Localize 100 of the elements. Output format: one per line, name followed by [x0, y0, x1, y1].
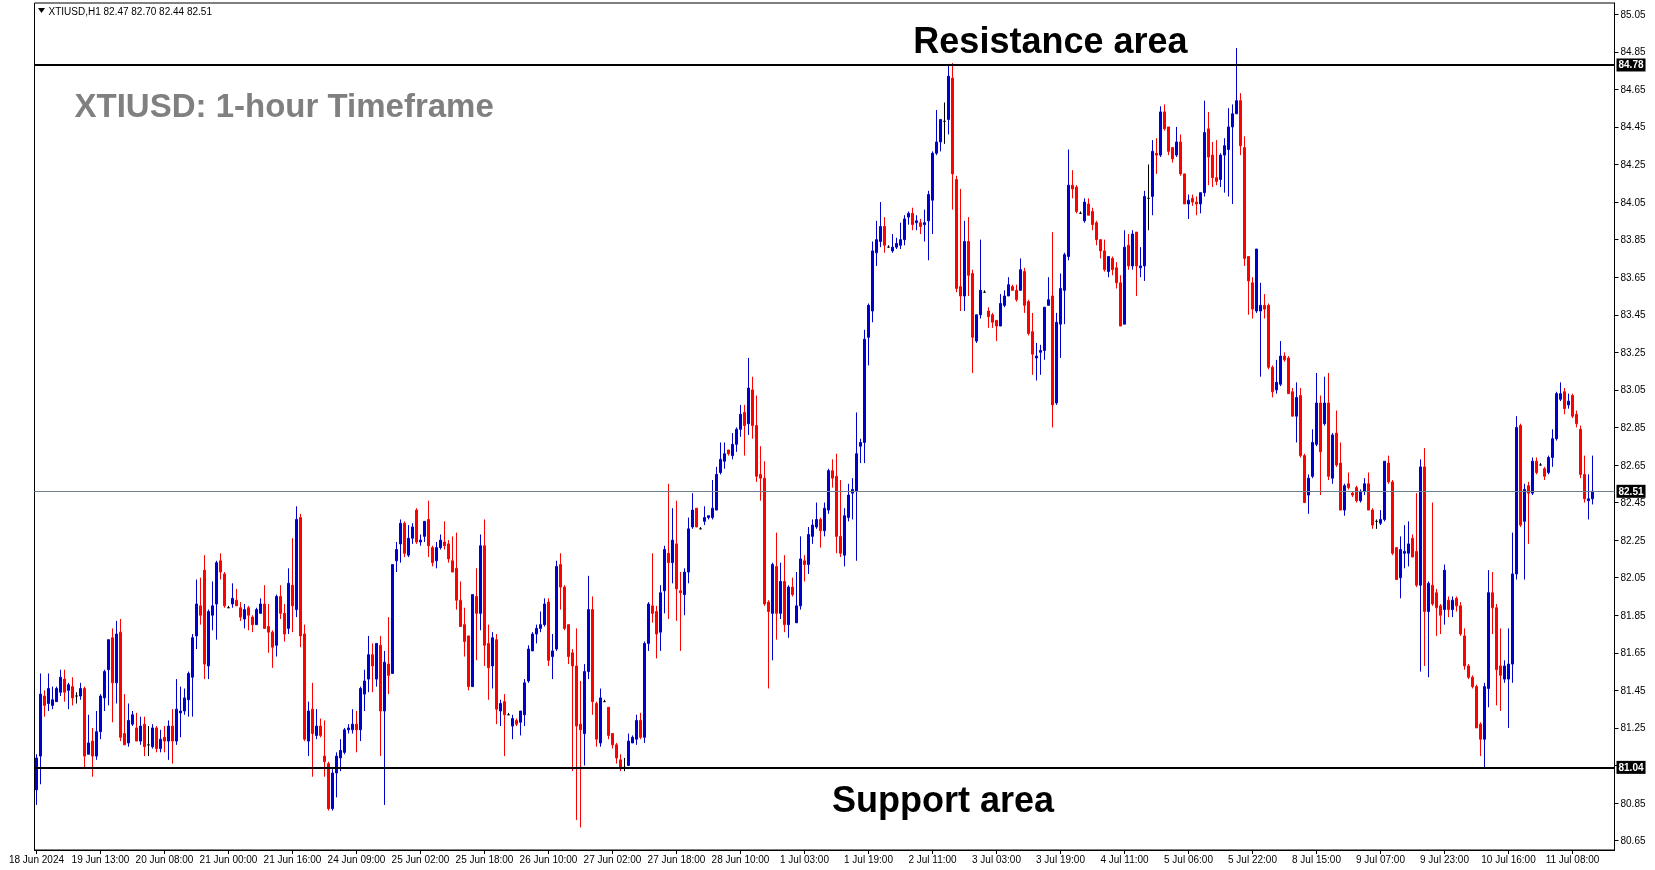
candlestick — [1527, 481, 1530, 545]
y-tick-label: 84.85 — [1620, 46, 1646, 58]
candlestick — [595, 701, 598, 748]
candlestick — [355, 710, 358, 753]
candlestick — [1103, 239, 1106, 273]
candlestick — [475, 567, 478, 661]
candlestick — [307, 701, 310, 757]
candlestick — [803, 554, 806, 582]
candlestick — [367, 635, 370, 693]
candlestick — [1051, 231, 1054, 428]
candlestick — [1015, 284, 1018, 303]
candlestick — [1359, 488, 1362, 504]
candlestick — [1207, 111, 1210, 186]
candlestick — [35, 753, 38, 806]
x-tick-label: 18 Jun 2024 — [8, 853, 65, 865]
candlestick — [1159, 105, 1162, 158]
candlestick — [1127, 233, 1130, 271]
candlestick — [499, 699, 502, 727]
candlestick — [1083, 197, 1086, 224]
candlestick — [1343, 483, 1346, 517]
candlestick — [1427, 580, 1430, 678]
candlestick — [155, 725, 158, 753]
candlestick — [419, 533, 422, 547]
candlestick — [855, 411, 858, 562]
candlestick — [663, 545, 666, 614]
candlestick — [167, 719, 170, 761]
candlestick — [703, 505, 706, 526]
candlestick — [75, 691, 78, 705]
candlestick — [1251, 276, 1254, 320]
candlestick — [1151, 139, 1154, 216]
candlestick — [479, 533, 482, 631]
candlestick — [235, 588, 238, 607]
x-tick-label: 20 Jun 08:00 — [135, 853, 194, 865]
candlestick — [599, 687, 602, 748]
x-tick-label: 21 Jun 00:00 — [199, 853, 258, 865]
candlestick — [1567, 393, 1570, 410]
candlestick — [503, 693, 506, 757]
candlestick — [547, 597, 550, 667]
candlestick — [195, 579, 198, 650]
candlestick — [1347, 472, 1350, 490]
ref-line-label: 81.04 — [1618, 761, 1644, 773]
candlestick — [1407, 520, 1410, 567]
candlestick — [659, 584, 662, 652]
candlestick — [203, 554, 206, 680]
ref-line-label: 84.78 — [1618, 59, 1644, 71]
y-tick-label: 81.65 — [1620, 647, 1646, 659]
y-tick-label: 80.65 — [1620, 835, 1646, 847]
candlestick — [159, 729, 162, 753]
candlestick — [43, 689, 46, 718]
candlestick — [783, 554, 786, 633]
candlestick — [319, 718, 322, 738]
candlestick — [1107, 256, 1110, 278]
annotation: XTIUSD,H1 82.47 82.70 82.44 82.51 — [48, 5, 213, 17]
candlestick — [371, 642, 374, 693]
candlestick — [399, 518, 402, 564]
candlestick — [323, 719, 326, 778]
candlestick — [1215, 139, 1218, 186]
candlestick — [1155, 137, 1158, 175]
candlestick — [619, 753, 622, 772]
candlestick — [1443, 564, 1446, 626]
candlestick — [415, 507, 418, 545]
candlestick — [695, 507, 698, 528]
candlestick — [555, 560, 558, 652]
y-tick-label: 82.45 — [1620, 497, 1646, 509]
candlestick — [679, 571, 682, 652]
candlestick — [883, 216, 886, 254]
x-tick-label: 8 Jul 15:00 — [1292, 853, 1342, 865]
candlestick — [1131, 229, 1134, 271]
candlestick — [1327, 372, 1330, 481]
candlestick — [1175, 126, 1178, 158]
candlestick — [215, 560, 218, 641]
candlestick — [327, 761, 330, 812]
candlestick — [83, 686, 86, 770]
candlestick — [947, 64, 950, 135]
candlestick — [431, 545, 434, 567]
candlestick — [275, 594, 278, 658]
x-tick-label: 11 Jul 08:00 — [1545, 853, 1600, 865]
candlestick — [691, 492, 694, 530]
candlestick — [743, 404, 746, 457]
candlestick — [111, 627, 114, 723]
candlestick — [1535, 456, 1538, 475]
candlestick — [63, 669, 66, 703]
candlestick — [191, 633, 194, 718]
candlestick — [951, 62, 954, 211]
y-tick-label: 85.05 — [1620, 8, 1646, 20]
candlestick — [91, 727, 94, 778]
candlestick — [287, 567, 290, 635]
candlestick — [115, 620, 118, 705]
y-tick-label: 81.85 — [1620, 609, 1646, 621]
candlestick — [1563, 387, 1566, 415]
candlestick — [787, 584, 790, 639]
candlestick — [1307, 473, 1310, 515]
candlestick — [175, 678, 178, 746]
candlestick — [987, 306, 990, 329]
candlestick — [835, 453, 838, 554]
candlestick — [863, 329, 866, 464]
candlestick — [963, 220, 966, 312]
candlestick — [247, 605, 250, 631]
candlestick — [591, 595, 594, 716]
candlestick — [1323, 376, 1326, 427]
